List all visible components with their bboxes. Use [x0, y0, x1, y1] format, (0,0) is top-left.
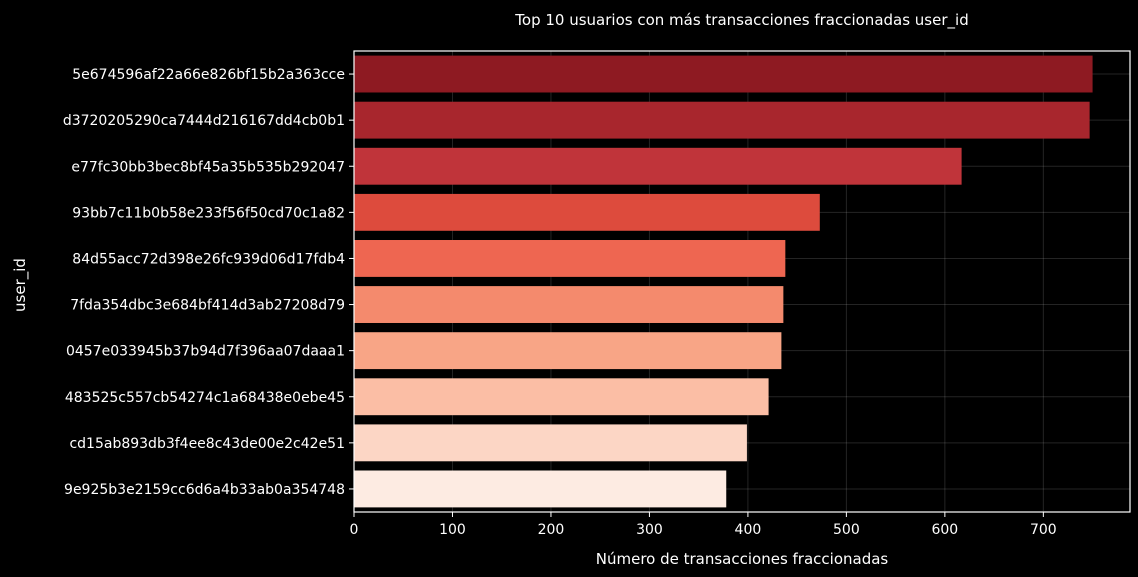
bar: [354, 193, 820, 231]
chart-title: Top 10 usuarios con más transacciones fr…: [514, 11, 968, 30]
bars: [354, 55, 1093, 508]
plot-frame: [353, 50, 1131, 513]
x-axis: 0 100 200 300 400 500 600 700: [350, 512, 1057, 538]
bar: [354, 378, 769, 416]
bar: [354, 101, 1090, 139]
bar: [354, 332, 782, 370]
y-tick-label: 5e674596af22a66e826bf15b2a363cce: [72, 67, 345, 83]
bar: [354, 147, 962, 185]
bar: [354, 286, 784, 323]
x-tick-label: 100: [439, 522, 466, 538]
y-axis-label: user_id: [11, 258, 30, 312]
y-tick-label: e77fc30bb3bec8bf45a35b535b292047: [71, 159, 345, 175]
bar: [354, 424, 747, 462]
x-axis-label: Número de transacciones fraccionadas: [596, 550, 889, 568]
x-tick-label: 700: [1030, 522, 1057, 538]
y-axis: 5e674596af22a66e826bf15b2a363cce d3720205…: [63, 67, 354, 498]
y-tick-label: 7fda354dbc3e684bf414d3ab27208d79: [70, 298, 345, 314]
y-tick-label: d3720205290ca7444d216167dd4cb0b1: [63, 113, 345, 129]
y-tick-label: 93bb7c11b0b58e233f56f50cd70c1a82: [72, 205, 345, 221]
x-tick-label: 500: [833, 522, 860, 538]
x-tick-label: 200: [538, 522, 565, 538]
y-tick-label: 0457e033945b37b94d7f396aa07daaa1: [66, 344, 345, 360]
y-tick-label: 483525c557cb54274c1a68438e0ebe45: [65, 390, 345, 406]
bar: [354, 470, 727, 508]
x-tick-label: 600: [931, 522, 958, 538]
y-tick-label: 84d55acc72d398e26fc939d06d17fdb4: [72, 251, 345, 267]
x-tick-label: 300: [636, 522, 663, 538]
bar: [354, 55, 1093, 93]
bar: [354, 240, 786, 277]
y-tick-label: cd15ab893db3f4ee8c43de00e2c42e51: [69, 436, 345, 452]
x-tick-label: 400: [735, 522, 762, 538]
x-tick-label: 0: [350, 522, 359, 538]
y-tick-label: 9e925b3e2159cc6d6a4b33ab0a354748: [64, 482, 345, 498]
